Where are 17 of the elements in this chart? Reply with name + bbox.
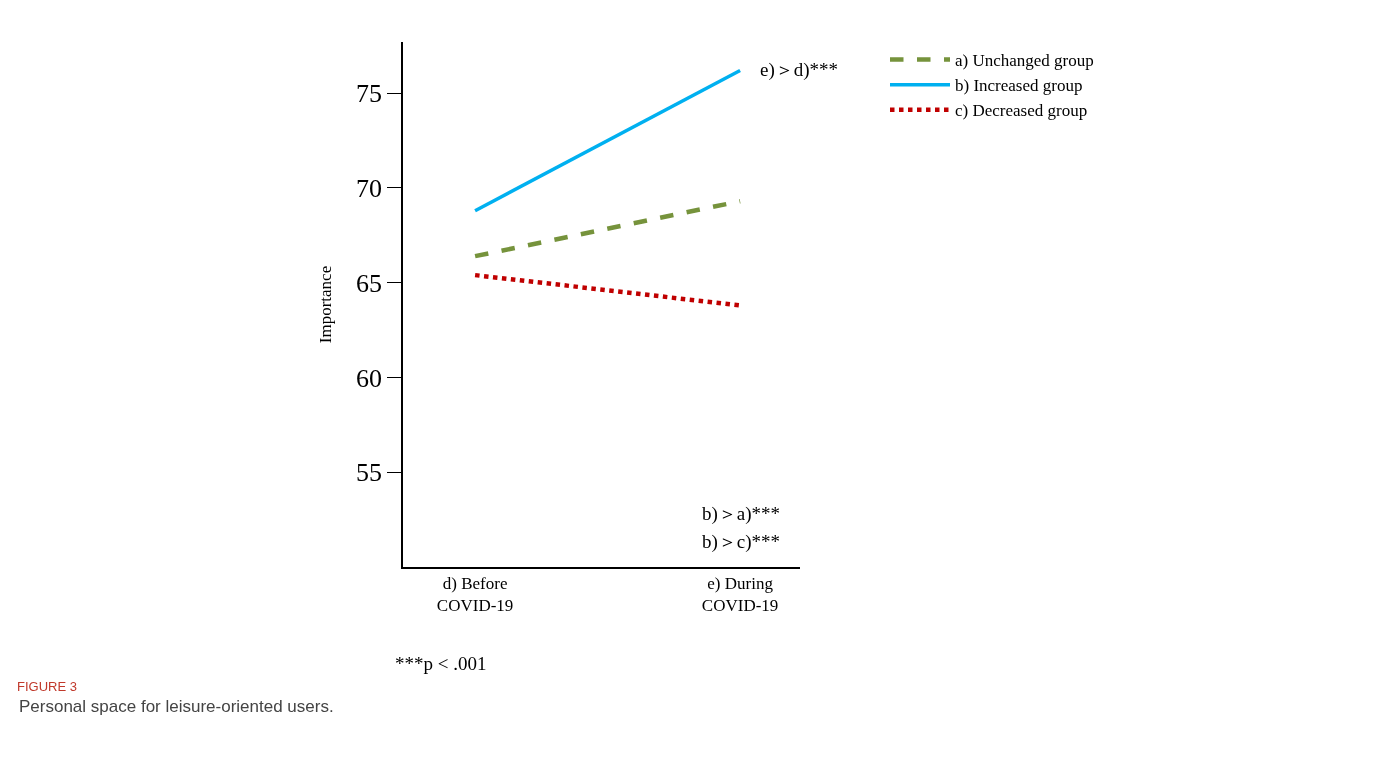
text: Personal space for leisure-oriented users. <box>19 697 334 716</box>
y-tick-label: 75 <box>356 79 383 109</box>
legend-label: b) Increased group <box>955 76 1083 96</box>
x-tick-label: d) Before COVID-19 <box>436 574 514 616</box>
text: FIGURE 3 <box>17 678 77 694</box>
y-tick-label: 55 <box>356 458 383 488</box>
x-tick-label: e) During COVID-19 <box>701 574 779 616</box>
text: ***p < .001 <box>395 653 487 674</box>
y-axis-title: Importance <box>316 265 336 344</box>
annotation: e)＞d)*** <box>760 59 839 81</box>
legend-label: c) Decreased group <box>955 101 1088 121</box>
annotation: b)＞a)*** <box>702 503 781 525</box>
y-tick-label: 70 <box>356 174 383 204</box>
annotation: b)＞c)*** <box>702 531 781 553</box>
y-tick-label: 60 <box>356 363 383 393</box>
legend-label: a) Unchanged group <box>955 51 1094 71</box>
y-tick-label: 65 <box>356 268 383 298</box>
